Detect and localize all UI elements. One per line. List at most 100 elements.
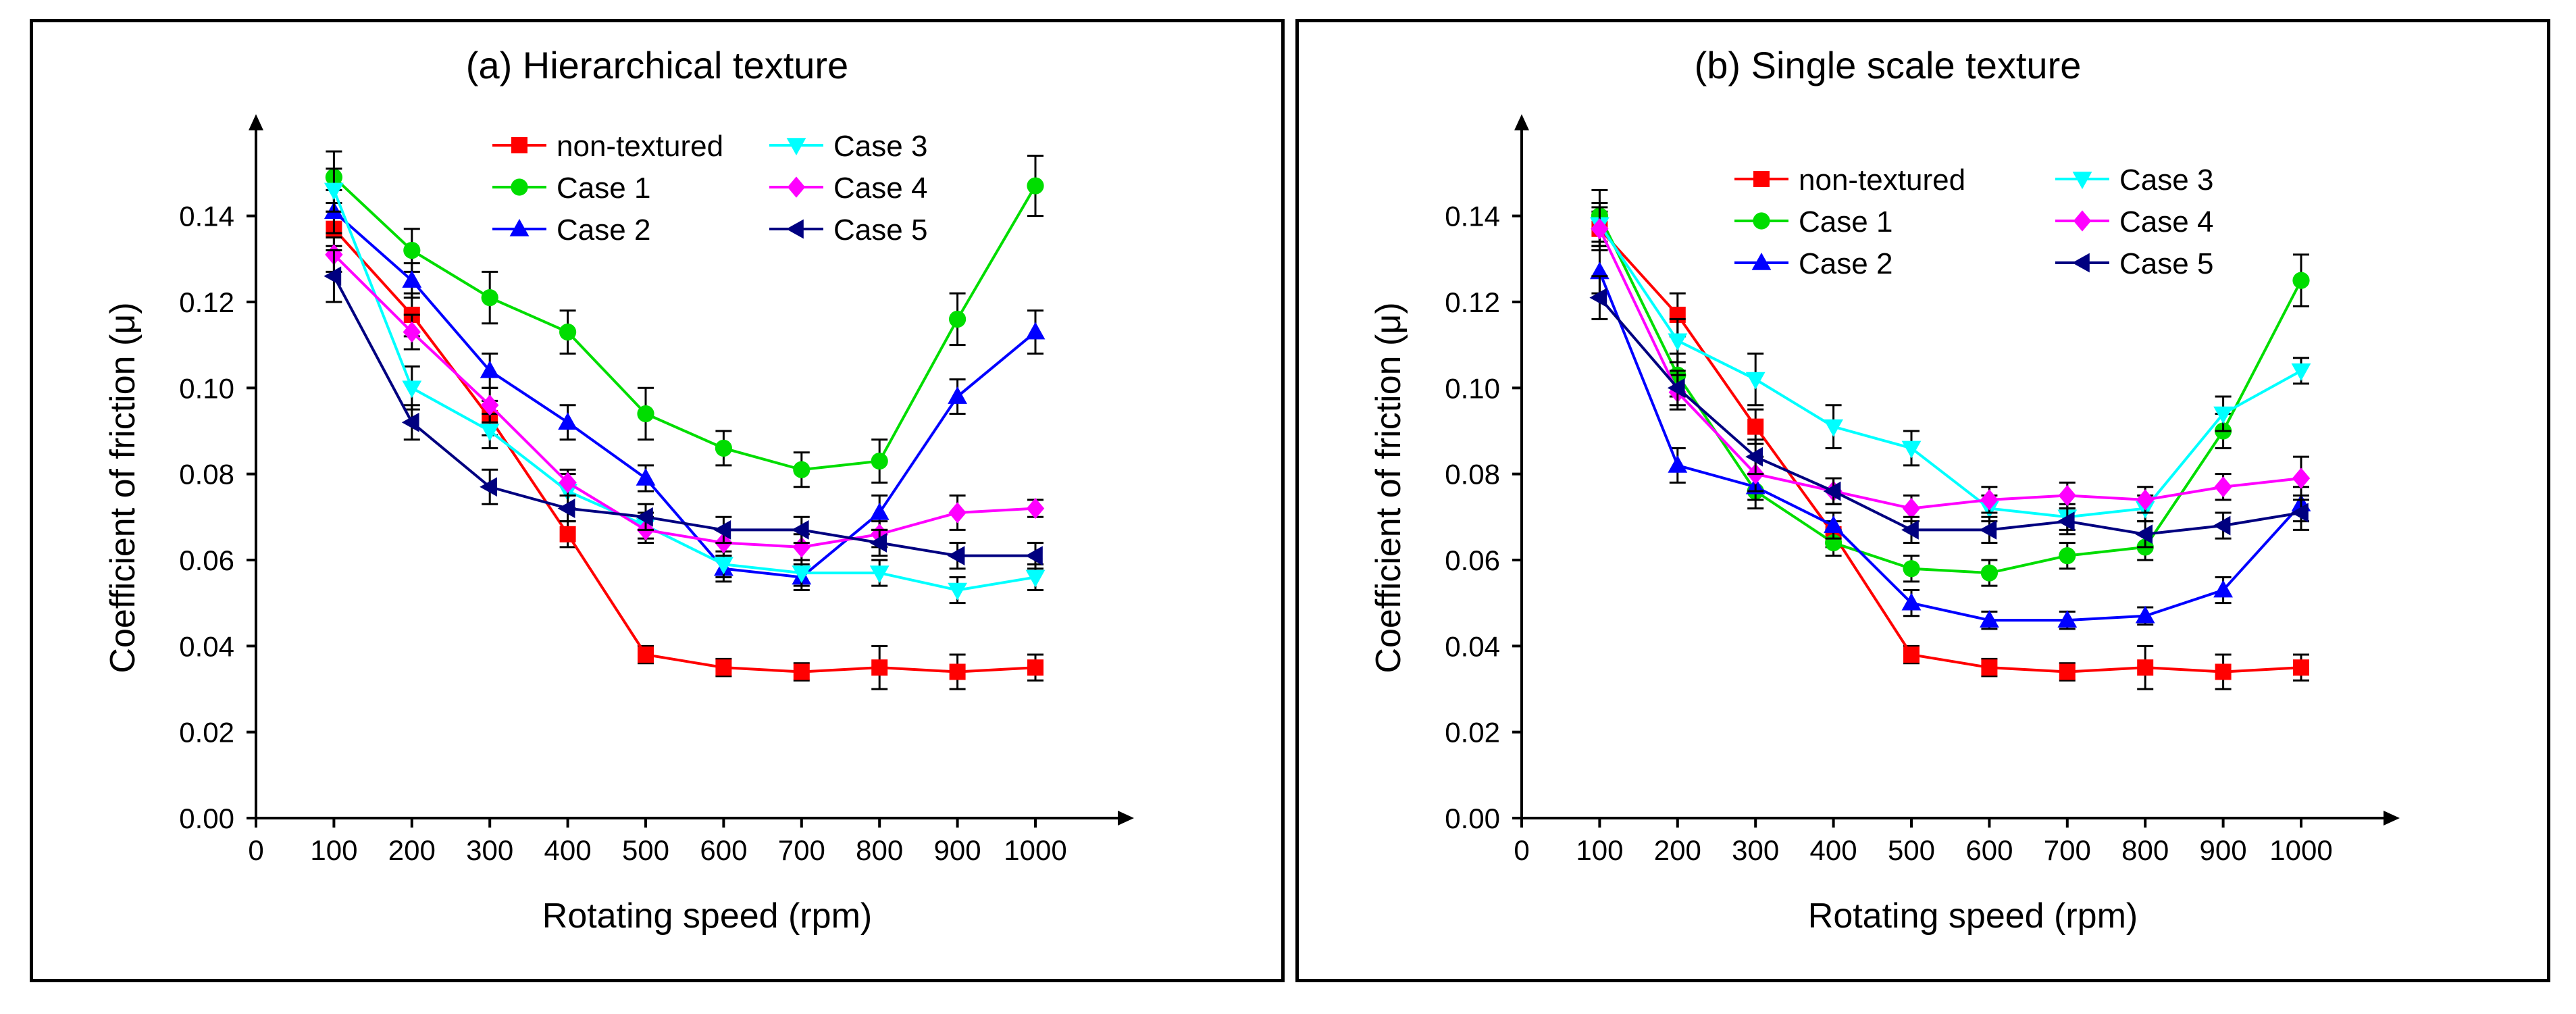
chart-b-svg: (b) Single scale texture 0 100 200 300 400 500… — [1369, 44, 2400, 936]
data-point — [1824, 419, 1843, 437]
data-point — [1027, 659, 1044, 676]
data-point — [1980, 564, 1998, 582]
series-line — [1598, 228, 2302, 510]
series-line — [332, 275, 1035, 557]
data-point — [948, 582, 967, 601]
data-point — [2214, 476, 2232, 498]
x-tick-label: 0 — [1514, 834, 1529, 866]
legend-swatch-marker — [2072, 253, 2090, 273]
legend-label: Case 3 — [833, 130, 927, 163]
legend-swatch-marker — [509, 219, 530, 236]
y-tick-label: 0.04 — [179, 630, 234, 662]
series-5 — [324, 249, 1044, 570]
legend-item: Case 3 — [769, 130, 927, 163]
y-axis-arrow — [1514, 114, 1529, 130]
data-point — [2292, 467, 2311, 489]
y-tick-label: 0.00 — [179, 803, 234, 834]
x-tick-label: 500 — [1888, 834, 1935, 866]
data-point — [1979, 520, 1997, 540]
data-point — [871, 452, 888, 470]
legend: non-textured Case 1 Case 2 Case 3 Case 4 Case… — [1734, 163, 2213, 280]
data-point — [1025, 546, 1043, 566]
x-tick-label: 1000 — [2269, 834, 2332, 866]
chart-a-svg: (a) Hierarchical texture 0 100 200 300 400 500… — [103, 44, 1134, 936]
data-point — [559, 472, 577, 493]
data-point — [2213, 406, 2233, 424]
legend-item: Case 4 — [2055, 205, 2213, 238]
y-tick-label: 0.14 — [1445, 201, 1500, 232]
legend-swatch-marker — [1753, 212, 1770, 230]
y-tick-label: 0.04 — [1445, 630, 1500, 662]
y-tick-label: 0.08 — [179, 459, 234, 490]
data-point — [402, 270, 422, 288]
data-point — [1902, 497, 1921, 519]
data-point — [1025, 569, 1046, 588]
data-point — [2137, 659, 2154, 676]
chart-title: (a) Hierarchical texture — [466, 44, 848, 86]
series-5 — [1589, 275, 2309, 549]
legend-item: Case 2 — [1734, 247, 1892, 280]
data-point — [1745, 372, 1766, 390]
data-point — [402, 380, 422, 399]
data-point — [1823, 481, 1841, 501]
legend-item: Case 5 — [769, 213, 927, 247]
x-tick-label: 800 — [856, 834, 903, 866]
data-point — [1667, 378, 1685, 398]
legend-label: Case 2 — [557, 213, 650, 247]
data-point — [2136, 489, 2155, 511]
x-tick-label: 900 — [934, 834, 981, 866]
data-point — [1980, 489, 1999, 511]
data-point — [1901, 592, 1922, 611]
data-point — [636, 507, 653, 527]
data-point — [715, 439, 732, 457]
data-point — [637, 405, 654, 423]
legend-item: Case 2 — [492, 213, 650, 247]
series-2 — [324, 188, 1046, 592]
data-point — [2057, 610, 2078, 628]
legend-label: Case 2 — [1799, 247, 1892, 280]
y-tick-label: 0.14 — [179, 201, 234, 232]
x-tick-label: 100 — [1576, 834, 1623, 866]
data-point — [869, 502, 890, 520]
data-point — [1747, 418, 1764, 435]
legend-item: non-textured — [492, 130, 723, 163]
legend-swatch-marker — [2072, 172, 2092, 189]
x-axis-title: Rotating speed (rpm) — [1808, 896, 2138, 936]
x-tick-label: 400 — [544, 834, 592, 866]
x-tick-label: 300 — [466, 834, 513, 866]
data-point — [1901, 440, 1922, 459]
data-point — [324, 266, 342, 286]
legend-label: Case 4 — [833, 172, 927, 205]
legend-swatch-marker — [787, 176, 806, 198]
data-point — [1591, 218, 1609, 240]
x-tick-label: 600 — [700, 834, 747, 866]
series-line — [1598, 297, 2302, 536]
data-point — [559, 526, 576, 542]
data-point — [1027, 177, 1044, 195]
legend-label: Case 1 — [1799, 205, 1892, 238]
data-point — [2135, 605, 2155, 624]
data-point — [2213, 580, 2233, 598]
data-point — [481, 288, 498, 307]
legend-label: Case 5 — [2119, 247, 2213, 280]
data-point — [2293, 659, 2309, 676]
data-point — [481, 395, 499, 416]
data-point — [871, 659, 888, 676]
x-axis-arrow — [1118, 811, 1134, 826]
legend-swatch-marker — [1751, 253, 1772, 270]
y-tick-label: 0.10 — [1445, 372, 1500, 404]
legend-item: Case 3 — [2055, 163, 2213, 197]
series-0 — [1591, 210, 2309, 690]
data-point — [1668, 333, 1688, 351]
y-axis-title: Coefficient of friction (μ) — [103, 302, 143, 673]
y-axis-arrow — [249, 114, 263, 130]
x-tick-label: 0 — [248, 834, 263, 866]
legend-label: Case 1 — [557, 172, 650, 205]
x-axis-title: Rotating speed (rpm) — [542, 896, 872, 936]
data-point — [2058, 484, 2076, 507]
data-point — [2291, 363, 2311, 381]
x-tick-label: 200 — [388, 834, 436, 866]
data-point — [558, 412, 577, 430]
y-axis-title: Coefficient of friction (μ) — [1369, 302, 1408, 673]
data-point — [559, 323, 577, 341]
